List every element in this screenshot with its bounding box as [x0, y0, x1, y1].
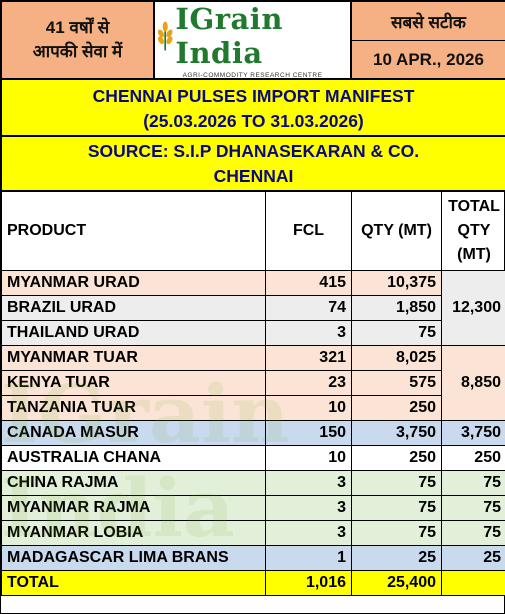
logo-name: IGrain India	[175, 1, 283, 70]
group-total-cell: 3,750	[441, 420, 505, 446]
qty-cell: 8,025	[351, 345, 442, 371]
qty-cell: 575	[351, 370, 442, 396]
product-cell: MYANMAR RAJMA	[1, 495, 266, 521]
source-band: SOURCE: S.I.P DHANASEKARAN & CO. CHENNAI	[1, 136, 505, 191]
product-cell: TANZANIA TUAR	[1, 395, 266, 421]
report-date: 10 APR., 2026	[373, 50, 484, 69]
qty-cell: 25	[351, 545, 442, 571]
qty-cell: 75	[351, 320, 442, 346]
fcl-cell: 3	[265, 495, 352, 521]
table-row: THAILAND URAD 3 75	[1, 320, 505, 346]
product-cell: BRAZIL URAD	[1, 295, 266, 321]
qty-cell: 10,375	[351, 270, 442, 296]
logo-tagline: AGRI-COMMODITY RESEARCH CENTRE	[182, 71, 323, 79]
table-row: MADAGASCAR LIMA BRANS 1 25 25	[1, 545, 505, 571]
fcl-cell: 150	[265, 420, 352, 446]
logo-box: IGrain India AGRI-COMMODITY RESEARCH CEN…	[154, 1, 351, 79]
logo: IGrain India	[155, 2, 350, 70]
table-row: BRAZIL URAD 74 1,850	[1, 295, 505, 321]
qty-cell: 3,750	[351, 420, 442, 446]
date-box: सबसे सटीक 10 APR., 2026	[351, 1, 505, 79]
tagline-line2: आपकी सेवा में	[32, 42, 123, 61]
table-header-row: PRODUCT FCL QTY (MT) TOTAL QTY (MT)	[1, 191, 505, 271]
table-row: AUSTRALIA CHANA 10 250 250	[1, 445, 505, 471]
product-cell: KENYA TUAR	[1, 370, 266, 396]
fcl-cell: 1	[265, 545, 352, 571]
header-total-qty: TOTAL QTY (MT)	[441, 191, 505, 271]
source-city: CHENNAI	[213, 166, 294, 186]
group-total-cell: 25	[441, 545, 505, 571]
total-qty: 25,400	[351, 570, 442, 596]
header-fcl: FCL	[265, 191, 352, 271]
grain-stalk-icon	[157, 21, 173, 50]
fcl-cell: 321	[265, 345, 352, 371]
qty-cell: 250	[351, 445, 442, 471]
product-cell: CHINA RAJMA	[1, 470, 266, 496]
group-total-cell: 8,850	[441, 345, 505, 421]
table-row: MYANMAR TUAR 321 8,025 8,850	[1, 345, 505, 421]
table-row: KENYA TUAR 23 575	[1, 370, 505, 396]
group-total-cell: 75	[441, 470, 505, 496]
qty-cell: 75	[351, 520, 442, 546]
total-label: TOTAL	[1, 570, 266, 596]
fcl-cell: 3	[265, 470, 352, 496]
table-row: MYANMAR URAD 415 10,375 12,300	[1, 270, 505, 346]
tagline-hindi-box: 41 वर्षों से आपकी सेवा में	[1, 1, 154, 79]
product-cell: MYANMAR URAD	[1, 270, 266, 296]
title-band: CHENNAI PULSES IMPORT MANIFEST (25.03.20…	[1, 79, 505, 136]
tagline-line1: 41 वर्षों से	[45, 18, 110, 37]
fcl-cell: 10	[265, 395, 352, 421]
product-cell: MADAGASCAR LIMA BRANS	[1, 545, 266, 571]
manifest-table: PRODUCT FCL QTY (MT) TOTAL QTY (MT) MYAN…	[1, 191, 505, 596]
group-total-cell: 75	[441, 495, 505, 521]
qty-cell: 250	[351, 395, 442, 421]
product-cell: MYANMAR TUAR	[1, 345, 266, 371]
group-total-cell: 12,300	[441, 270, 505, 346]
product-cell: MYANMAR LOBIA	[1, 520, 266, 546]
product-cell: CANADA MASUR	[1, 420, 266, 446]
product-cell: AUSTRALIA CHANA	[1, 445, 266, 471]
table-row: MYANMAR RAJMA 3 75 75	[1, 495, 505, 521]
fcl-cell: 23	[265, 370, 352, 396]
table-row: MYANMAR LOBIA 3 75 75	[1, 520, 505, 546]
total-row: TOTAL 1,016 25,400	[1, 570, 505, 596]
group-total-cell: 250	[441, 445, 505, 471]
fcl-cell: 3	[265, 520, 352, 546]
product-cell: THAILAND URAD	[1, 320, 266, 346]
fcl-cell: 10	[265, 445, 352, 471]
report-period: (25.03.2026 TO 31.03.2026)	[143, 111, 364, 131]
fcl-cell: 74	[265, 295, 352, 321]
qty-cell: 75	[351, 470, 442, 496]
report-title: CHENNAI PULSES IMPORT MANIFEST	[92, 86, 415, 106]
table-row: TANZANIA TUAR 10 250	[1, 395, 505, 421]
qty-cell: 1,850	[351, 295, 442, 321]
header-qty: QTY (MT)	[351, 191, 442, 271]
group-total-cell: 75	[441, 520, 505, 546]
table-row: CHINA RAJMA 3 75 75	[1, 470, 505, 496]
qty-cell: 75	[351, 495, 442, 521]
total-empty-cell	[441, 570, 505, 596]
fcl-cell: 3	[265, 320, 352, 346]
source-line: SOURCE: S.I.P DHANASEKARAN & CO.	[87, 141, 420, 161]
table-body: MYANMAR URAD 415 10,375 12,300 BRAZIL URAD 74…	[1, 270, 505, 596]
accuracy-tagline: सबसे सटीक	[352, 2, 505, 41]
table-row: CANADA MASUR 150 3,750 3,750	[1, 420, 505, 446]
header-product: PRODUCT	[1, 191, 266, 271]
total-fcl: 1,016	[265, 570, 352, 596]
fcl-cell: 415	[265, 270, 352, 296]
